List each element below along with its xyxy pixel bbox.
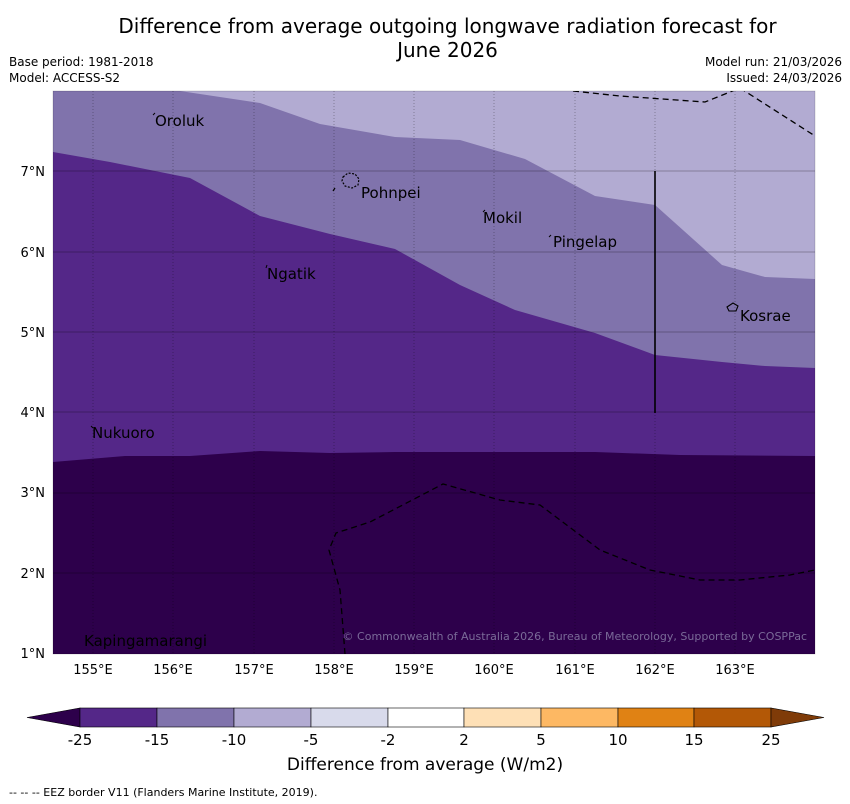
colorbar-label-4: -5 [304, 731, 319, 749]
lat-tick-5: 5°N [21, 326, 46, 341]
colorbar-label-9: 15 [684, 731, 703, 749]
colorbar-extend-high [770, 707, 825, 728]
colorbar-segment-6 [463, 707, 542, 728]
island-oroluk-mark [152, 112, 156, 116]
place-pohnpei: Pohnpei [361, 184, 421, 202]
lon-tick-161: 161°E [555, 663, 595, 678]
model-run-text: Model run: 21/03/2026 [704, 55, 842, 69]
colorbar-extend-low [26, 707, 81, 728]
base-period-text: Base period: 1981-2018 [9, 55, 154, 69]
place-ngatik: Ngatik [267, 265, 316, 283]
colorbar-segment-9 [693, 707, 772, 728]
grid-lines-lat [53, 170, 815, 574]
lon-tick-162: 162°E [635, 663, 675, 678]
latitude-axis: 1°N 2°N 3°N 4°N 5°N 6°N 7°N [21, 165, 46, 662]
lon-tick-157: 157°E [234, 663, 274, 678]
meta-left: Base period: 1981-2018 Model: ACCESS-S2 [9, 54, 154, 86]
colorbar-label-3: -10 [222, 731, 247, 749]
lat-tick-3: 3°N [21, 486, 46, 501]
lat-tick-1: 1°N [21, 647, 46, 662]
place-pingelap: Pingelap [553, 233, 617, 251]
colorbar-labels: -25 -15 -10 -5 -2 2 5 10 15 25 [68, 731, 781, 749]
longitude-axis: 155°E 156°E 157°E 158°E 159°E 160°E 161°… [73, 663, 755, 678]
eez-border [328, 91, 815, 654]
lat-tick-7: 7°N [21, 165, 46, 180]
band-below-minus-25 [53, 451, 815, 654]
title-line-2: June 2026 [397, 38, 498, 62]
colorbar-title: Difference from average (W/m2) [286, 755, 564, 775]
colorbar-segment-1 [79, 707, 158, 728]
lat-tick-2: 2°N [21, 567, 46, 582]
lat-tick-6: 6°N [21, 246, 46, 261]
colorbar-segment-2 [156, 707, 235, 728]
lon-tick-156: 156°E [153, 663, 193, 678]
title-line-1: Difference from average outgoing longwav… [118, 14, 777, 38]
lon-tick-160: 160°E [474, 663, 514, 678]
map-frame [52, 90, 816, 655]
lat-tick-4: 4°N [21, 406, 46, 421]
colorbar-label-6: 2 [459, 731, 469, 749]
island-mokil-mark [482, 209, 486, 213]
colorbar-label-5: -2 [381, 731, 396, 749]
colorbar-segment-3 [233, 707, 312, 728]
place-oroluk: Oroluk [155, 112, 204, 130]
lon-tick-155: 155°E [73, 663, 113, 678]
colorbar-label-7: 5 [536, 731, 546, 749]
lon-tick-163: 163°E [715, 663, 755, 678]
island-nukuoro-mark [90, 425, 94, 429]
place-kosrae: Kosrae [740, 307, 791, 325]
colorbar-label-2: -15 [145, 731, 170, 749]
lon-tick-159: 159°E [394, 663, 434, 678]
map-title: Difference from average outgoing longwav… [0, 14, 850, 62]
island-pingelap-mark [548, 234, 552, 238]
place-nukuoro: Nukuoro [92, 424, 155, 442]
place-mokil: Mokil [483, 209, 522, 227]
colorbar-label-1: -25 [68, 731, 93, 749]
eez-footnote: -- -- -- EEZ border V11 (Flanders Marine… [9, 786, 318, 799]
island-ngatik-mark [265, 264, 268, 269]
copyright-notice: © Commonwealth of Australia 2026, Bureau… [343, 630, 807, 643]
map-area: Oroluk Pohnpei Mokil Pingelap Ngatik Kos… [53, 91, 815, 654]
colorbar-label-10: 25 [761, 731, 780, 749]
colorbar-label-8: 10 [608, 731, 627, 749]
island-kosrae-shape [726, 302, 739, 312]
colorbar-segment-8 [617, 707, 695, 728]
colorbar-segment-5 [387, 707, 465, 728]
place-kapingamarangi: Kapingamarangi [84, 632, 207, 650]
lon-tick-158: 158°E [314, 663, 354, 678]
island-pohnpei-shape [332, 172, 360, 192]
colorbar-segment-7 [540, 707, 619, 728]
model-text: Model: ACCESS-S2 [9, 71, 121, 85]
issued-text: Issued: 24/03/2026 [726, 71, 842, 85]
colorbar [26, 707, 825, 728]
meta-right: Model run: 21/03/2026 Issued: 24/03/2026 [705, 54, 842, 86]
colorbar-segment-4 [310, 707, 389, 728]
